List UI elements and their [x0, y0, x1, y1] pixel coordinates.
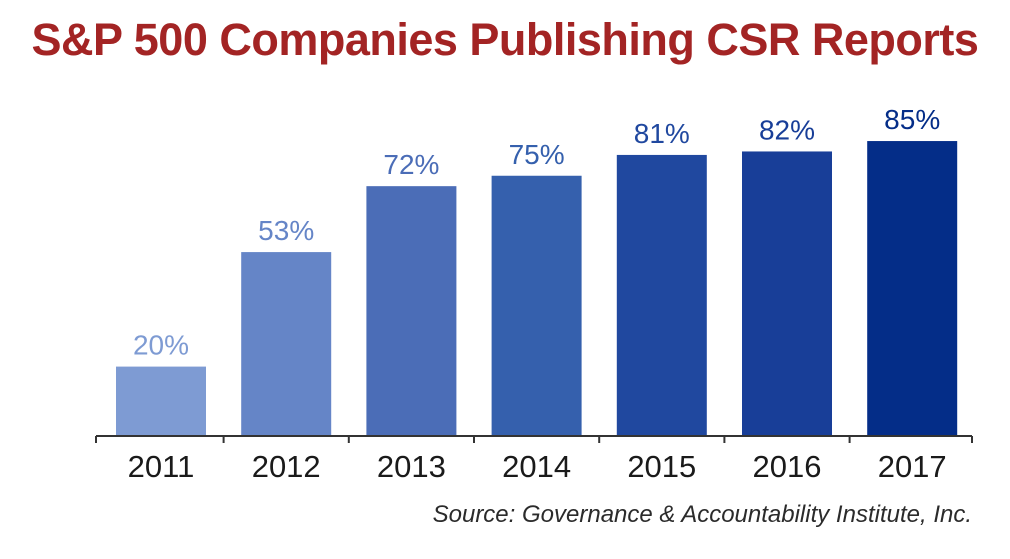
x-tick-label-2014: 2014 [502, 449, 571, 484]
bars-group [116, 141, 958, 437]
bar-2012 [241, 252, 332, 436]
bar-2011 [116, 366, 206, 436]
bar-2017 [867, 141, 958, 437]
value-label-2012: 53% [258, 215, 314, 246]
bar-2016 [742, 151, 832, 436]
x-tick-label-2015: 2015 [627, 449, 696, 484]
bar-2015 [616, 154, 707, 436]
x-axis [95, 435, 973, 443]
x-tick-label-2012: 2012 [252, 449, 321, 484]
x-tick-label-2017: 2017 [878, 449, 947, 484]
value-labels-group: 20% 53% 72% 75% 81% 82% 85% [133, 104, 940, 361]
value-label-2013: 72% [383, 149, 439, 180]
value-label-2011: 20% [133, 330, 189, 361]
x-tick-label-2016: 2016 [753, 449, 822, 484]
source-note: Source: Governance & Accountability Inst… [432, 501, 972, 528]
x-tick-label-2013: 2013 [377, 449, 446, 484]
bar-2014 [491, 175, 582, 436]
value-label-2014: 75% [509, 139, 565, 170]
value-label-2017: 85% [884, 104, 940, 135]
value-label-2015: 81% [634, 118, 690, 149]
bar-2013 [366, 186, 457, 436]
x-tick-label-2011: 2011 [128, 449, 195, 484]
value-label-2016: 82% [759, 114, 815, 145]
x-tick-labels-group: 2011 2012 2013 2014 2015 2016 2017 [128, 449, 947, 484]
chart-title: S&P 500 Companies Publishing CSR Reports [31, 14, 979, 65]
